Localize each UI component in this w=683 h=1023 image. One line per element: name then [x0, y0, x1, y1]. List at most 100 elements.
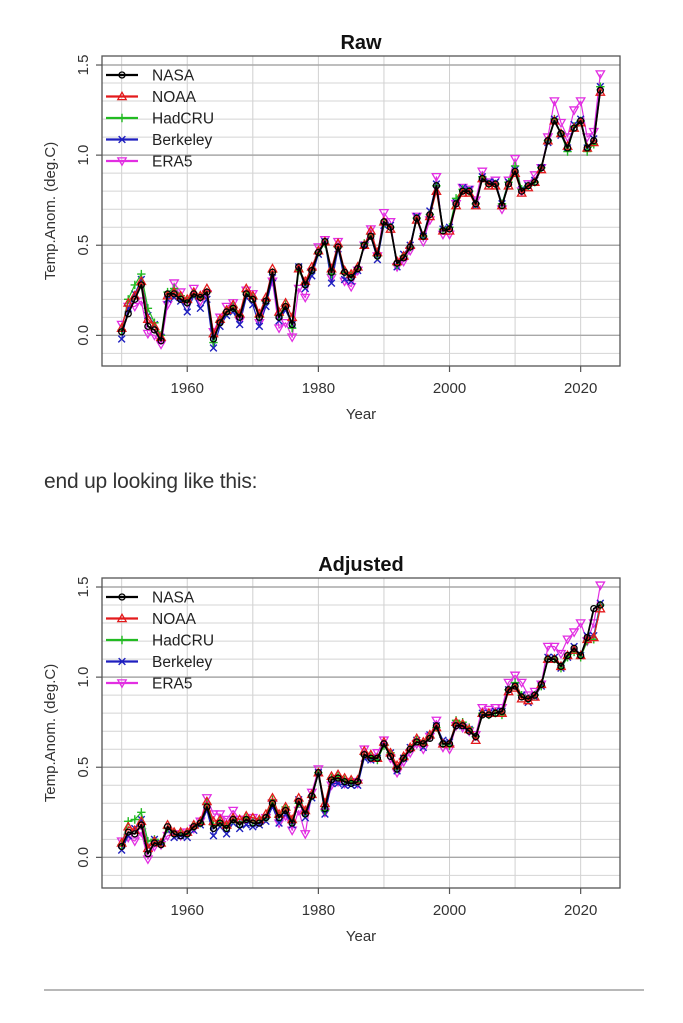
- legend-item-berkeley: Berkeley: [106, 654, 213, 671]
- legend-label: NOAA: [152, 89, 197, 106]
- data-point-era5: [476, 167, 488, 177]
- legend-label: HadCRU: [152, 111, 214, 128]
- data-point-nasa: [131, 295, 139, 303]
- data-point-nasa: [432, 182, 441, 190]
- data-point-noaa: [595, 603, 606, 613]
- data-point-noaa: [457, 187, 468, 197]
- data-point-noaa: [365, 225, 377, 235]
- data-point-nasa: [131, 830, 139, 838]
- data-point-nasa: [203, 803, 211, 811]
- data-point-nasa: [327, 776, 336, 784]
- data-point-nasa: [144, 322, 152, 330]
- data-point-berkeley: [327, 279, 336, 287]
- data-point-nasa: [308, 266, 316, 275]
- legend-marker-triangle-down: [116, 679, 128, 689]
- data-point-nasa: [432, 722, 441, 730]
- legend: NASA NOAA HadCRU Berkeley ERA5: [106, 68, 214, 171]
- legend-marker-circle: [118, 593, 126, 601]
- data-point-nasa: [419, 232, 427, 240]
- data-point-nasa: [557, 662, 565, 670]
- data-point-nasa: [445, 225, 454, 233]
- data-point-era5: [227, 806, 239, 817]
- x-axis-label: Year: [346, 928, 376, 945]
- data-point-era5: [431, 716, 442, 726]
- data-point-nasa: [504, 180, 513, 188]
- data-point-nasa: [334, 774, 342, 782]
- data-point-berkeley: [275, 819, 283, 827]
- data-point-nasa: [118, 328, 126, 336]
- data-point-nasa: [406, 745, 414, 753]
- data-point-nasa: [393, 765, 401, 773]
- x-axis-label: Year: [346, 406, 376, 423]
- data-point-nasa: [583, 144, 591, 152]
- data-point-nasa: [242, 290, 250, 298]
- data-point-nasa: [498, 707, 506, 716]
- data-point-nasa: [163, 823, 172, 831]
- data-point-noaa: [431, 185, 442, 195]
- data-point-nasa: [537, 164, 545, 172]
- y-tick-label: 1.0: [75, 667, 92, 688]
- data-point-nasa: [563, 144, 572, 152]
- data-point-nasa: [386, 752, 395, 761]
- data-point-era5: [595, 70, 606, 80]
- data-point-nasa: [262, 814, 270, 822]
- data-point-nasa: [268, 268, 277, 276]
- data-point-nasa: [472, 200, 480, 208]
- data-point-nasa: [347, 779, 355, 788]
- data-point-noaa: [450, 200, 462, 210]
- data-point-nasa: [596, 86, 604, 94]
- data-point-nasa: [367, 232, 375, 240]
- x-tick-label: 2000: [433, 902, 466, 919]
- data-point-era5: [542, 133, 554, 143]
- data-point-nasa: [340, 778, 349, 786]
- data-point-noaa: [470, 200, 482, 210]
- data-point-era5: [476, 703, 488, 714]
- data-point-noaa: [470, 734, 482, 745]
- data-point-nasa: [144, 850, 152, 858]
- x-tick-label: 1980: [302, 902, 335, 919]
- data-point-era5: [142, 329, 154, 340]
- data-point-era5: [549, 97, 560, 107]
- y-tick-label: 0.0: [75, 847, 92, 868]
- data-point-era5: [188, 284, 200, 295]
- data-point-noaa: [509, 167, 521, 177]
- data-point-era5: [562, 635, 573, 645]
- data-point-nasa: [570, 124, 578, 132]
- data-point-nasa: [590, 137, 598, 145]
- data-point-berkeley: [255, 322, 264, 331]
- data-point-era5: [273, 324, 285, 334]
- data-point-nasa: [157, 337, 165, 345]
- legend-label: Berkeley: [152, 654, 213, 671]
- legend-item-nasa: NASA: [106, 590, 195, 607]
- data-point-era5: [516, 678, 527, 689]
- data-point-nasa: [321, 805, 329, 813]
- data-point-nasa: [190, 823, 198, 831]
- data-point-berkeley: [222, 830, 231, 838]
- legend-item-noaa: NOAA: [106, 89, 197, 106]
- data-point-noaa: [503, 180, 514, 190]
- data-point-noaa: [240, 282, 252, 293]
- data-point-nasa: [550, 117, 559, 125]
- data-point-nasa: [393, 259, 401, 267]
- y-tick-label: 1.0: [75, 145, 92, 166]
- data-point-nasa: [295, 263, 303, 271]
- data-point-nasa: [413, 738, 421, 746]
- data-point-nasa: [327, 268, 336, 276]
- y-tick-label: 0.0: [75, 325, 92, 346]
- data-point-era5: [129, 302, 141, 313]
- data-point-nasa: [511, 167, 519, 175]
- data-point-era5: [522, 691, 534, 701]
- data-point-noaa: [463, 187, 475, 197]
- data-point-nasa: [570, 644, 578, 652]
- data-point-nasa: [360, 750, 368, 759]
- x-tick-label: 1960: [171, 902, 204, 919]
- data-point-nasa: [465, 727, 473, 735]
- data-point-nasa: [222, 308, 231, 316]
- plot-frame: [101, 55, 621, 367]
- data-point-nasa: [517, 693, 526, 701]
- data-point-noaa: [411, 214, 423, 224]
- data-point-nasa: [209, 824, 218, 833]
- data-point-nasa: [203, 288, 211, 296]
- data-point-nasa: [360, 241, 368, 249]
- data-point-nasa: [255, 819, 264, 827]
